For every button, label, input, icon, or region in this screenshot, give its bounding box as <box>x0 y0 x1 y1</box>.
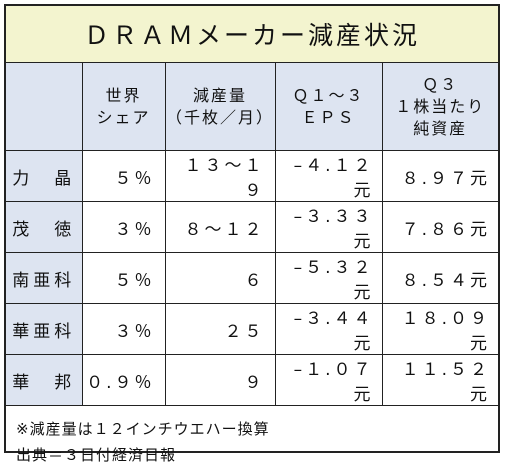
company-name: 南亜科 <box>6 252 83 304</box>
note-source: 出典＝３日付経済日報 <box>16 446 177 464</box>
share-cell: ３％ <box>81 303 166 355</box>
header-share: 世界 シェア <box>81 63 166 151</box>
eps-cell: –１.０７元 <box>274 354 383 406</box>
cut-cell: ８～１２ <box>164 201 276 253</box>
header-eps: Ｑ１～３ ＥＰＳ <box>274 63 383 151</box>
header-nav: Ｑ３ １株当たり 純資産 <box>381 63 498 151</box>
nav-cell: ８.９７元 <box>381 150 498 202</box>
share-cell: ５％ <box>81 252 166 304</box>
company-name: 茂 徳 <box>6 201 83 253</box>
note-conversion: ※減産量は１２インチウエハー換算 <box>16 420 270 438</box>
cut-cell: ９ <box>164 354 276 406</box>
header-cut: 減産量 （千枚／月） <box>164 63 276 151</box>
nav-cell: １１.５２元 <box>381 354 498 406</box>
cut-cell: ６ <box>164 252 276 304</box>
eps-cell: –４.１２元 <box>274 150 383 202</box>
company-name: 力 晶 <box>6 150 83 202</box>
company-name: 華 邦 <box>6 354 83 406</box>
nav-cell: ８.５４元 <box>381 252 498 304</box>
header-row: 世界 シェア 減産量 （千枚／月） Ｑ１～３ ＥＰＳ Ｑ３ １株当たり 純資産 <box>6 63 498 151</box>
table-row: 南亜科 ５％ ６ –５.３２元 ８.５４元 <box>6 252 498 304</box>
table-row: 華 邦 ０.９％ ９ –１.０７元 １１.５２元 <box>6 354 498 406</box>
nav-cell: ７.８６元 <box>381 201 498 253</box>
table-row: 華亜科 ３％ ２５ –３.４４元 １８.０９元 <box>6 303 498 355</box>
cut-cell: １３～１９ <box>164 150 276 202</box>
eps-cell: –３.３３元 <box>274 201 383 253</box>
share-cell: ０.９％ <box>81 354 166 406</box>
table-row: 力 晶 ５％ １３～１９ –４.１２元 ８.９７元 <box>6 150 498 202</box>
share-cell: ５％ <box>81 150 166 202</box>
table-frame: ＤＲＡＭメーカー減産状況 世界 シェア 減産量 （千枚／月） Ｑ１～３ <box>4 4 500 464</box>
header-corner <box>6 63 83 151</box>
company-name: 華亜科 <box>6 303 83 355</box>
table-row: 茂 徳 ３％ ８～１２ –３.３３元 ７.８６元 <box>6 201 498 253</box>
cut-cell: ２５ <box>164 303 276 355</box>
eps-cell: –３.４４元 <box>274 303 383 355</box>
eps-cell: –５.３２元 <box>274 252 383 304</box>
table-title: ＤＲＡＭメーカー減産状況 <box>6 6 498 63</box>
dram-table: 世界 シェア 減産量 （千枚／月） Ｑ１～３ ＥＰＳ Ｑ３ １株当たり 純資産 <box>6 63 498 406</box>
share-cell: ３％ <box>81 201 166 253</box>
nav-cell: １８.０９元 <box>381 303 498 355</box>
